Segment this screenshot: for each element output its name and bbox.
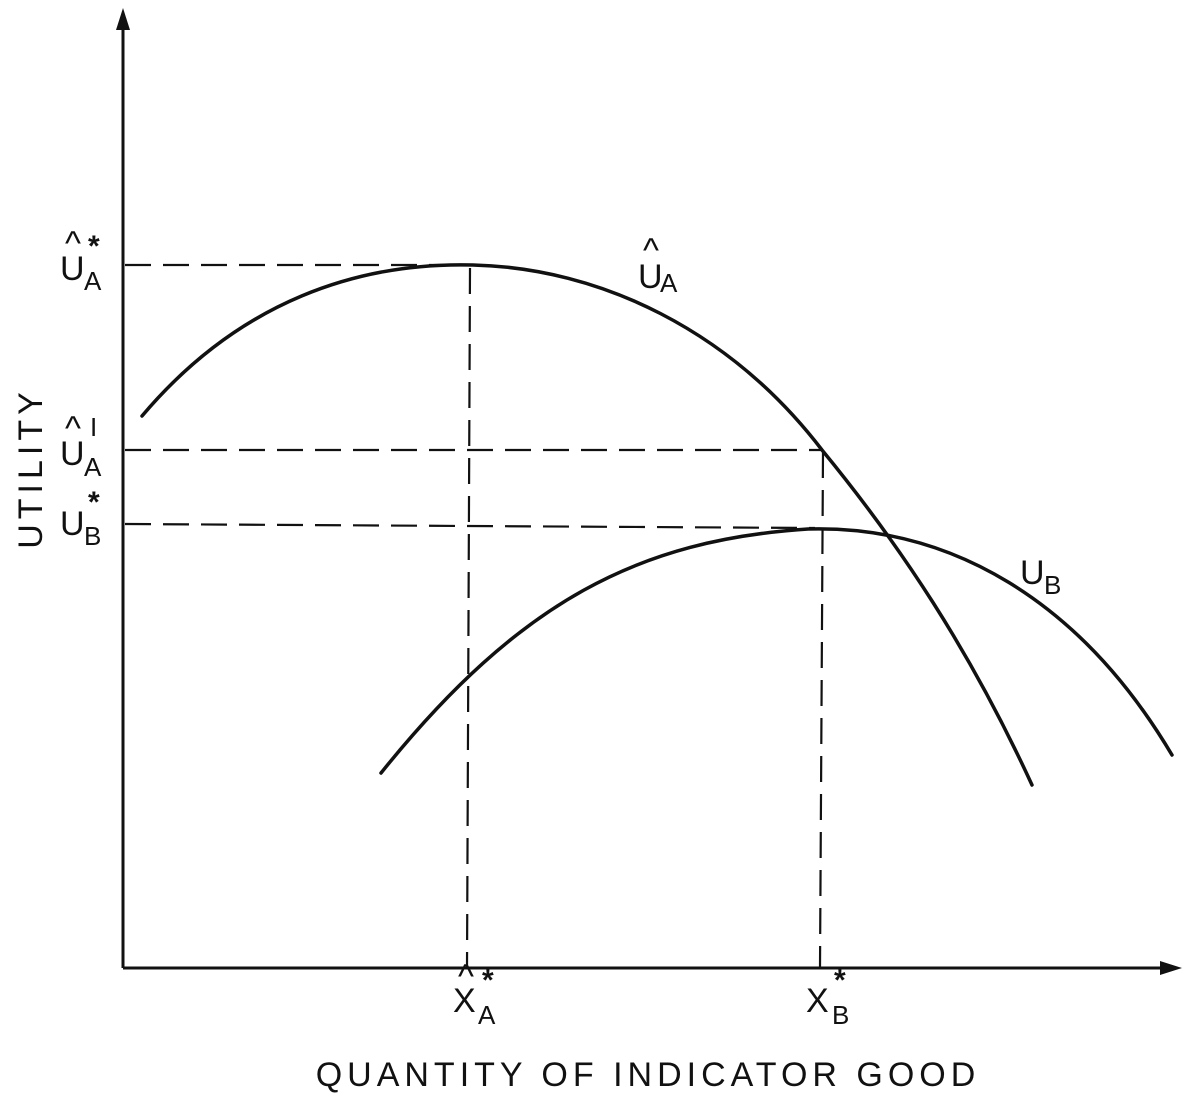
svg-text:U: U <box>1020 554 1045 592</box>
svg-text:^: ^ <box>65 225 81 263</box>
svg-text:U: U <box>60 505 85 543</box>
svg-text:B: B <box>832 1000 849 1030</box>
guide-xb-star-vertical <box>818 451 825 969</box>
svg-text:B: B <box>1044 570 1061 600</box>
y-label-ua-star: U ^ A * <box>60 225 102 296</box>
svg-text:U: U <box>60 435 85 473</box>
svg-text:A: A <box>660 268 678 298</box>
svg-text:*: * <box>88 486 100 519</box>
svg-text:*: * <box>88 230 100 263</box>
svg-text:A: A <box>84 266 102 296</box>
svg-text:B: B <box>84 521 101 551</box>
x-label-xb-star: X B * <box>806 964 849 1030</box>
x-label-xa-star: X ^ A * <box>453 958 496 1030</box>
curve-ub <box>379 527 1174 775</box>
svg-text:A: A <box>84 452 102 482</box>
curve-label-ub: U B <box>1020 554 1061 600</box>
svg-text:U: U <box>638 258 663 296</box>
y-axis-arrow <box>116 8 130 30</box>
svg-text:A: A <box>478 1000 496 1030</box>
y-axis-title: UTILITY <box>12 387 50 549</box>
x-axis-arrow <box>1160 961 1182 975</box>
svg-text:*: * <box>482 964 494 997</box>
x-axis-title: QUANTITY OF INDICATOR GOOD <box>316 1056 981 1094</box>
y-label-ub-star: U B * <box>60 486 101 551</box>
svg-text:*: * <box>834 964 846 997</box>
svg-text:X: X <box>453 982 476 1020</box>
curve-label-ua-hat: U ^ A <box>638 232 678 298</box>
svg-text:^: ^ <box>458 958 474 996</box>
svg-text:U: U <box>60 250 85 288</box>
guide-ub-star-horizontal <box>124 522 816 530</box>
svg-text:^: ^ <box>643 232 659 270</box>
svg-text:X: X <box>806 982 829 1020</box>
guide-xa-star-vertical <box>465 267 472 969</box>
svg-text:I: I <box>90 412 97 442</box>
svg-text:^: ^ <box>65 410 81 448</box>
curve-ua-hat <box>140 263 1034 787</box>
y-label-ua-prime: U ^ A I <box>60 410 102 482</box>
